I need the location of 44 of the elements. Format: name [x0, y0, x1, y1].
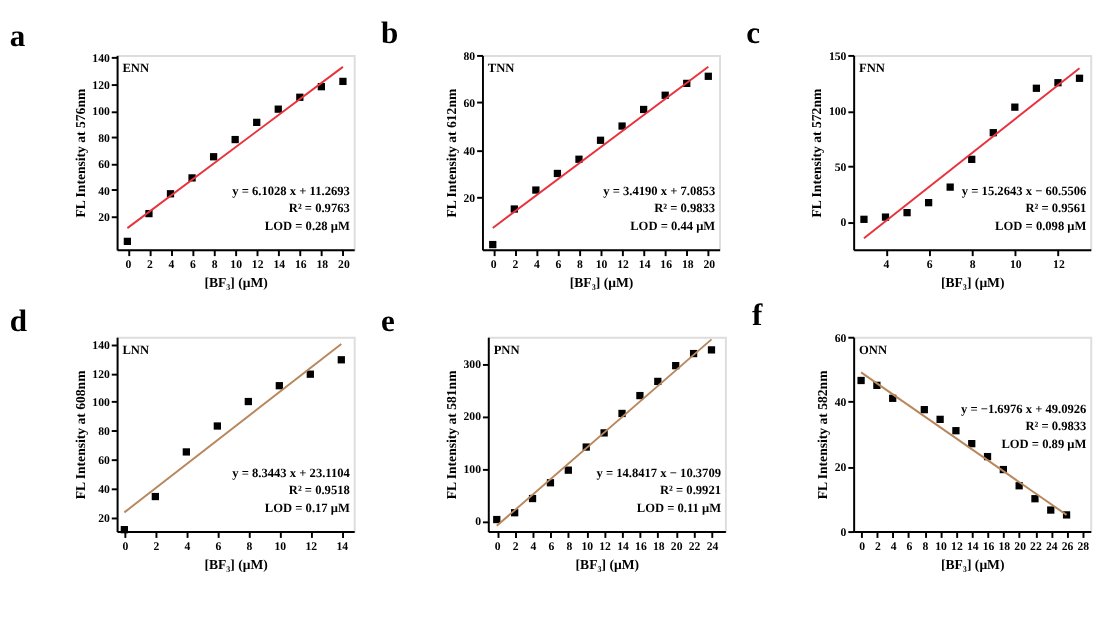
chart-title: a [9, 19, 26, 54]
point [553, 169, 562, 178]
point [209, 153, 218, 161]
point [182, 448, 190, 456]
chart-title: d [9, 304, 28, 339]
point [1075, 74, 1084, 82]
point [306, 370, 314, 378]
point [903, 209, 911, 217]
point [120, 526, 128, 534]
point [924, 199, 933, 207]
point [244, 397, 252, 406]
point [952, 427, 960, 435]
point [1031, 495, 1039, 503]
point [860, 215, 868, 223]
point [1011, 103, 1019, 111]
point [704, 72, 712, 80]
point [151, 492, 159, 501]
point [123, 237, 132, 245]
point [936, 415, 944, 423]
point [231, 135, 239, 144]
point [339, 77, 347, 86]
point [857, 376, 865, 385]
point [564, 466, 572, 474]
point [1032, 84, 1041, 92]
chart-title: b [380, 17, 399, 52]
point [532, 186, 540, 194]
point [337, 356, 345, 364]
point [707, 346, 716, 354]
point [253, 118, 261, 127]
point [920, 406, 928, 414]
point [640, 105, 648, 114]
chart-title: c [746, 17, 761, 52]
point [946, 183, 954, 191]
point [489, 240, 497, 249]
point [636, 391, 644, 400]
point [596, 136, 605, 144]
chart-title: f [752, 299, 765, 334]
point [618, 122, 626, 130]
point [275, 382, 283, 390]
chart-title: e [380, 304, 395, 339]
point [1047, 506, 1055, 514]
point [968, 155, 976, 163]
point [493, 515, 501, 524]
point [213, 422, 221, 430]
